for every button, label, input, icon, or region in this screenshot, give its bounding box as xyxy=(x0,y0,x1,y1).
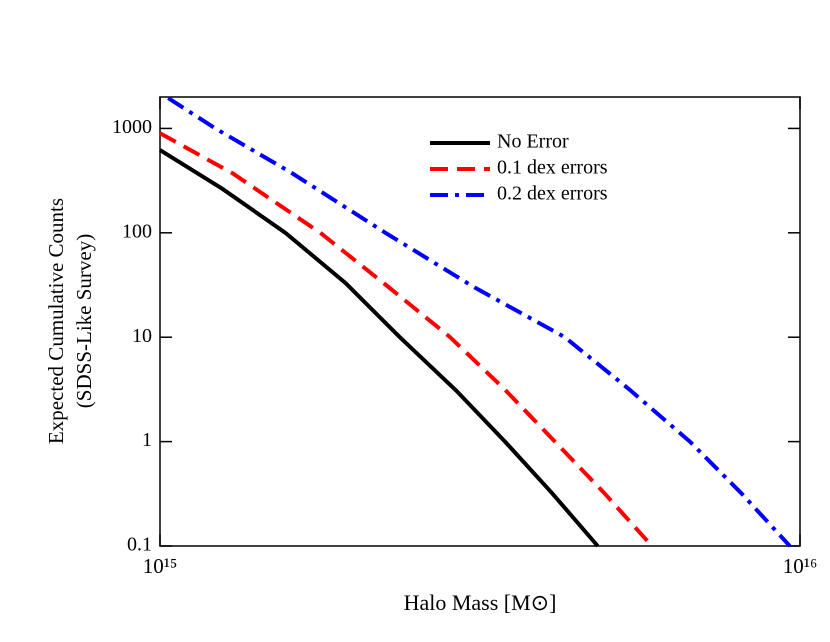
legend-label: 0.1 dex errors xyxy=(497,157,608,179)
plot-frame xyxy=(159,96,801,547)
series-line xyxy=(158,148,600,548)
series-line xyxy=(159,131,654,548)
y-tick-label: 0.1 xyxy=(127,534,152,556)
y-tick-label: 1000 xyxy=(112,116,152,138)
y-tick-label: 100 xyxy=(122,220,152,242)
y-tick-label: 1 xyxy=(142,429,152,451)
y-axis-label: Expected Cumulative Counts xyxy=(44,198,68,444)
series-line xyxy=(167,96,792,548)
x-axis-label: Halo Mass [M⊙] xyxy=(404,590,557,615)
y-axis-label: (SDSS-Like Survey) xyxy=(72,234,96,408)
x-tick-label: 10¹⁶ xyxy=(783,554,818,578)
x-tick-label: 10¹⁵ xyxy=(143,554,178,578)
legend-label: No Error xyxy=(497,131,569,153)
y-tick-label: 10 xyxy=(132,325,152,347)
legend-label: 0.2 dex errors xyxy=(497,183,608,205)
